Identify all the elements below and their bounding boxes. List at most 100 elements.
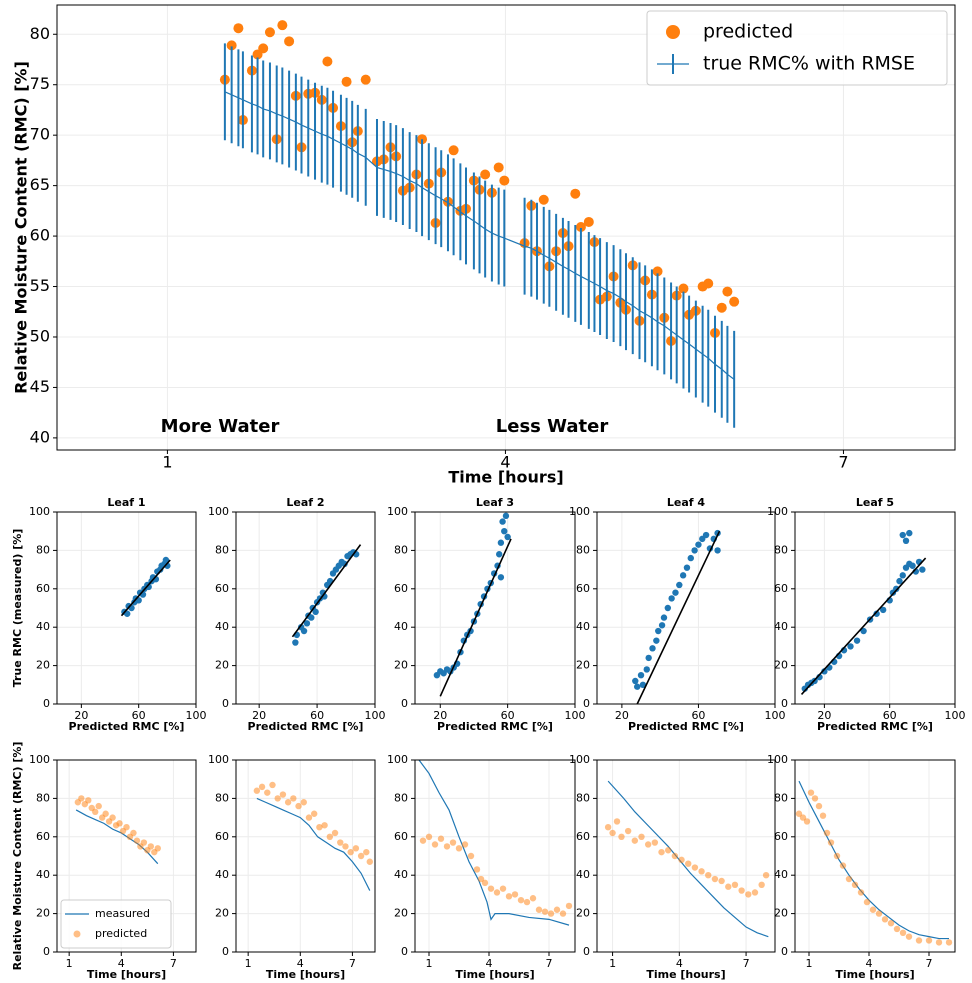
- point: [443, 843, 451, 850]
- point: [258, 43, 269, 54]
- y-tick-label: 40: [215, 620, 229, 633]
- series-line: [291, 544, 362, 638]
- point: [685, 860, 692, 867]
- point: [487, 885, 495, 892]
- plot-frame: [235, 511, 376, 705]
- point: [253, 787, 261, 794]
- x-tick-label: 1: [245, 957, 252, 970]
- point: [637, 672, 645, 679]
- y-tick-label: 20: [576, 659, 590, 672]
- y-tick-label: 60: [36, 582, 50, 595]
- point: [869, 906, 877, 913]
- x-tick-label: 7: [743, 957, 750, 970]
- y-tick-label: 40: [394, 620, 408, 633]
- point: [925, 937, 933, 944]
- point: [899, 929, 907, 936]
- point: [575, 221, 586, 232]
- x-axis-label: Time [hours]: [835, 968, 914, 981]
- point: [658, 622, 666, 629]
- y-tick-label: 40: [774, 620, 788, 633]
- point: [821, 668, 828, 675]
- point: [341, 560, 348, 568]
- y-tick-label: 20: [215, 659, 229, 672]
- point: [523, 898, 531, 906]
- point: [269, 781, 276, 789]
- point: [449, 839, 457, 846]
- point: [847, 643, 854, 650]
- x-tick-label: 1: [162, 453, 172, 472]
- point: [496, 551, 503, 558]
- series-line: [798, 780, 949, 940]
- legend-box: [646, 10, 948, 86]
- x-axis-label: Predicted RMC [%]: [248, 720, 364, 733]
- y-tick-label: 80: [36, 543, 50, 556]
- point: [613, 818, 621, 825]
- point: [678, 856, 685, 864]
- y-tick-label: 20: [576, 907, 590, 920]
- y-tick-label: 80: [774, 791, 788, 804]
- y-tick-label: 100: [767, 505, 788, 518]
- x-tick-label: 7: [546, 957, 553, 970]
- point: [945, 939, 953, 946]
- point: [295, 802, 302, 810]
- x-tick-label: 4: [297, 957, 304, 970]
- x-axis-label: Time [hours]: [455, 968, 534, 981]
- x-tick-label: 60: [691, 709, 705, 722]
- point: [109, 814, 116, 821]
- point: [899, 531, 906, 539]
- point: [762, 872, 770, 879]
- y-tick-label: 100: [569, 505, 590, 518]
- y-tick-label: 40: [394, 868, 408, 881]
- y-tick-label: 0: [583, 697, 590, 710]
- series-line: [636, 530, 721, 705]
- point: [702, 531, 710, 539]
- x-tick-label: 20: [817, 709, 831, 722]
- point: [274, 795, 281, 802]
- x-tick-label: 60: [132, 709, 146, 722]
- panel: 0 20 40 60 80 100 20 60 100 Leaf 1 Predicted RMC […: [11, 496, 207, 733]
- annotation: Less Water: [496, 416, 609, 437]
- point: [264, 789, 271, 796]
- x-tick-label: 7: [170, 957, 177, 970]
- panel: 0 20 40 60 80 100 1 4 7 Time [hours] Relative Mois…: [11, 742, 197, 981]
- point: [326, 833, 334, 840]
- y-tick-label: 60: [215, 830, 229, 843]
- x-tick-label: 4: [676, 957, 683, 970]
- point: [729, 296, 740, 307]
- point: [857, 889, 865, 896]
- point: [687, 554, 694, 562]
- point: [660, 614, 668, 621]
- x-axis-label: Predicted RMC [%]: [817, 720, 933, 733]
- y-tick-label: 0: [401, 697, 408, 710]
- y-tick-label: 60: [394, 582, 408, 595]
- point: [893, 925, 901, 933]
- panel: 0 20 40 60 80 100 1 4 7 Time [hours]: [767, 753, 956, 981]
- y-axis-label: Relative Moisture Content (RMC) [%]: [11, 742, 24, 971]
- y-tick-label: 80: [36, 791, 50, 804]
- point: [672, 589, 679, 596]
- point: [226, 40, 237, 51]
- y-tick-label: 60: [576, 582, 590, 595]
- point: [698, 868, 705, 875]
- panel: 0 20 40 60 80 100 20 60 100 Leaf 5 Predicted RMC […: [767, 496, 966, 733]
- point: [638, 833, 645, 840]
- point: [455, 845, 463, 852]
- point: [671, 852, 679, 860]
- y-tick-label: 60: [394, 830, 408, 843]
- plot-area: [597, 760, 775, 952]
- point: [665, 847, 672, 854]
- y-tick-label: 40: [215, 868, 229, 881]
- series-line: [256, 797, 371, 891]
- point: [683, 564, 691, 571]
- x-tick-label: 60: [883, 709, 897, 722]
- y-tick-label: 70: [30, 125, 50, 144]
- y-tick-label: 80: [394, 543, 408, 556]
- point: [133, 837, 141, 844]
- x-axis-label: Time [hours]: [266, 968, 345, 981]
- y-tick-label: 65: [30, 175, 50, 194]
- y-tick-label: 0: [222, 945, 229, 958]
- y-tick-label: 100: [569, 753, 590, 766]
- y-tick-label: 50: [30, 326, 50, 345]
- x-tick-label: 1: [66, 957, 73, 970]
- x-tick-label: 100: [945, 709, 966, 722]
